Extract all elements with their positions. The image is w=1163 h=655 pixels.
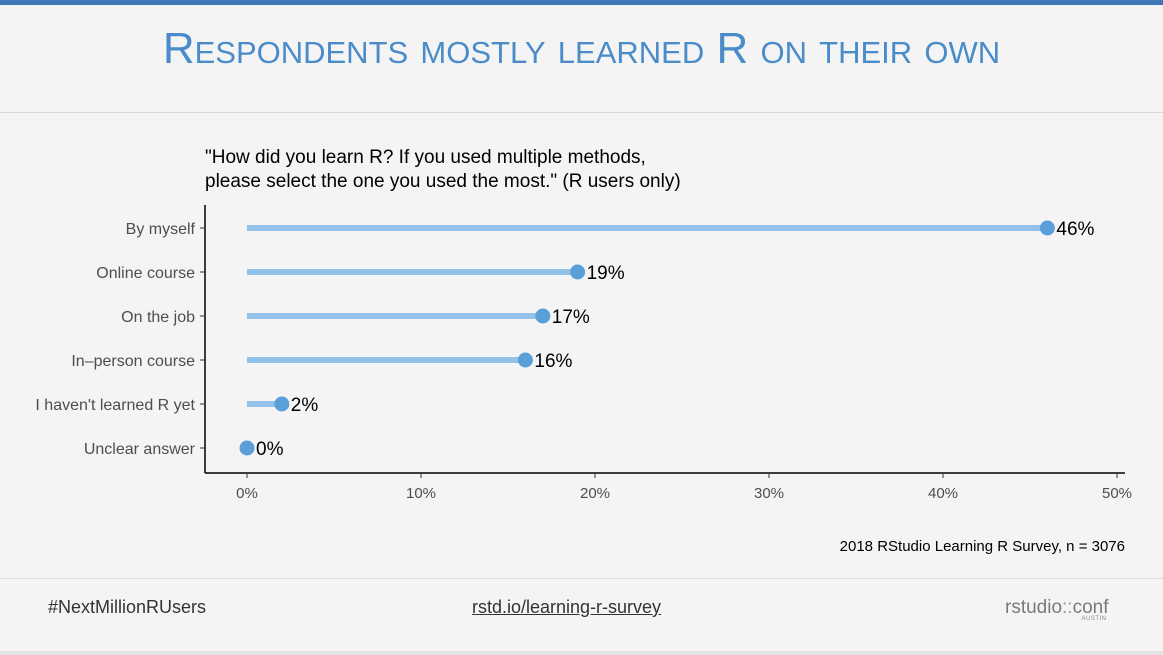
rstudio-conf-logo: rstudio::conf AUSTIN xyxy=(1005,597,1109,622)
category-label: In–person course xyxy=(71,353,195,370)
footer-hashtag: #NextMillionRUsers xyxy=(48,597,207,617)
lollipop-dot xyxy=(274,396,290,412)
title-divider xyxy=(0,112,1163,113)
value-label: 2% xyxy=(291,395,319,416)
lollipop-dot xyxy=(239,440,255,456)
lollipop-dot xyxy=(535,308,551,324)
lollipop-dot xyxy=(1039,220,1055,236)
lollipop-dot xyxy=(570,264,586,280)
lollipop-dot xyxy=(517,352,533,368)
category-label: Online course xyxy=(96,265,195,282)
chart-caption: 2018 RStudio Learning R Survey, n = 3076 xyxy=(839,538,1125,555)
value-label: 16% xyxy=(534,351,572,372)
x-tick-label: 10% xyxy=(406,485,436,502)
chart-title-line-2: please select the one you used the most.… xyxy=(205,171,681,192)
category-label: I haven't learned R yet xyxy=(35,397,195,414)
category-label: On the job xyxy=(121,309,195,326)
bottom-bar xyxy=(0,651,1163,655)
x-tick-label: 20% xyxy=(580,485,610,502)
x-tick-label: 50% xyxy=(1102,485,1132,502)
logo-suffix: conf xyxy=(1072,597,1109,618)
value-label: 19% xyxy=(587,263,625,284)
x-tick-label: 0% xyxy=(236,485,258,502)
value-label: 46% xyxy=(1056,219,1094,240)
value-label: 0% xyxy=(256,439,284,460)
logo-colons: :: xyxy=(1062,597,1073,618)
logo-subtext: AUSTIN xyxy=(1081,616,1107,622)
chart-title: "How did you learn R? If you used multip… xyxy=(205,146,681,194)
x-tick-label: 40% xyxy=(928,485,958,502)
value-label: 17% xyxy=(552,307,590,328)
top-accent-bar xyxy=(0,0,1163,5)
x-tick-label: 30% xyxy=(754,485,784,502)
footer-divider xyxy=(0,578,1163,579)
logo-main: rstudio xyxy=(1005,597,1063,618)
chart-title-line-1: "How did you learn R? If you used multip… xyxy=(205,147,646,168)
category-label: Unclear answer xyxy=(84,441,196,458)
footer-survey-link[interactable]: rstd.io/learning-r-survey xyxy=(472,597,662,617)
slide-title: Respondents mostly learned R on their ow… xyxy=(162,24,1001,73)
category-label: By myself xyxy=(126,221,196,238)
